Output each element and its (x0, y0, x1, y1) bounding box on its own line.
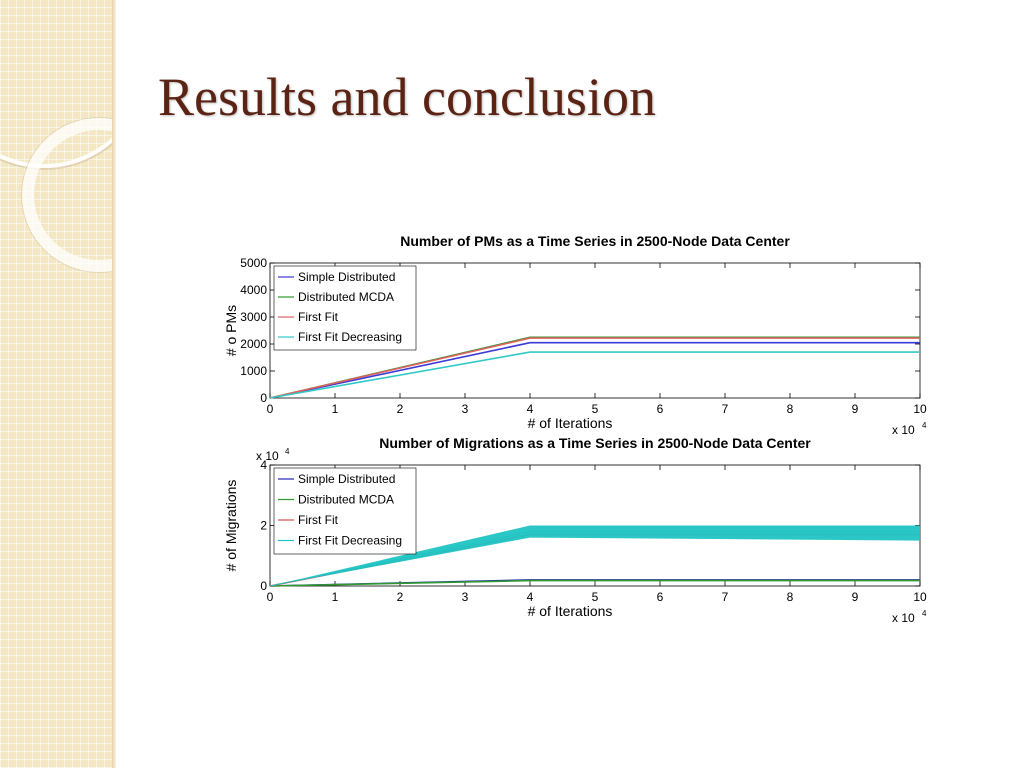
chart-title: Number of Migrations as a Time Series in… (379, 435, 811, 451)
y-axis-multiplier-exponent: 4 (285, 447, 290, 456)
series-line-4 (269, 531, 920, 587)
x-tick-label: 9 (852, 590, 859, 604)
x-tick-label: 3 (462, 402, 469, 416)
x-tick-label: 5 (592, 402, 599, 416)
legend-box (273, 467, 417, 555)
x-axis-label: # of Iterations (528, 415, 613, 431)
x-axis-multiplier-exponent: 4 (922, 609, 927, 618)
chart-title: Number of PMs as a Time Series in 2500-N… (400, 233, 790, 249)
series-line-4 (269, 351, 920, 399)
y-tick-label: 4000 (240, 283, 267, 297)
x-axis-multiplier: x 10 (892, 423, 915, 437)
chart-1: Number of PMs as a Time Series in 2500-N… (223, 233, 927, 437)
y-axis-multiplier: x 10 (256, 449, 279, 463)
x-tick-label: 1 (332, 402, 339, 416)
y-tick-label: 5000 (240, 256, 267, 270)
x-tick-label: 0 (267, 590, 274, 604)
x-tick-label: 8 (787, 590, 794, 604)
x-tick-label: 9 (852, 402, 859, 416)
legend-entry: Simple Distributed (298, 472, 395, 486)
legend-entry: First Fit (298, 310, 339, 324)
y-axis-label: # of Migrations (223, 480, 239, 572)
x-tick-label: 10 (913, 402, 927, 416)
sidebar-decoration (0, 0, 112, 768)
legend-entry: First Fit Decreasing (298, 534, 402, 548)
sidebar-edge (112, 0, 116, 768)
x-tick-label: 2 (397, 590, 404, 604)
x-tick-label: 4 (527, 590, 534, 604)
y-tick-label: 0 (260, 579, 267, 593)
legend-entry: Distributed MCDA (298, 493, 394, 507)
y-tick-label: 3000 (240, 310, 267, 324)
x-tick-label: 5 (592, 590, 599, 604)
chart-figure: Number of PMs as a Time Series in 2500-N… (220, 225, 950, 635)
series-line-1 (269, 341, 920, 399)
x-axis-multiplier: x 10 (892, 611, 915, 625)
legend-entry: First Fit (298, 513, 339, 527)
legend-entry: Distributed MCDA (298, 290, 394, 304)
y-axis-label: # o PMs (223, 305, 239, 356)
y-tick-label: 4 (260, 458, 267, 472)
y-tick-label: 2 (260, 519, 267, 533)
x-tick-label: 6 (657, 590, 664, 604)
series-line-2 (269, 579, 920, 587)
y-tick-label: 1000 (240, 364, 267, 378)
x-tick-label: 6 (657, 402, 664, 416)
charts-svg: Number of PMs as a Time Series in 2500-N… (223, 233, 927, 625)
x-tick-label: 4 (527, 402, 534, 416)
x-axis-label: # of Iterations (528, 603, 613, 619)
x-tick-label: 8 (787, 402, 794, 416)
legend-entry: First Fit Decreasing (298, 330, 402, 344)
x-tick-label: 2 (397, 402, 404, 416)
chart-2: Number of Migrations as a Time Series in… (223, 435, 927, 625)
x-tick-label: 7 (722, 590, 729, 604)
x-tick-label: 1 (332, 590, 339, 604)
legend-box (273, 265, 417, 351)
legend-entry: Simple Distributed (298, 270, 395, 284)
slide-title: Results and conclusion (158, 67, 656, 127)
y-tick-label: 0 (260, 391, 267, 405)
x-tick-label: 3 (462, 590, 469, 604)
x-tick-label: 10 (913, 590, 927, 604)
x-tick-label: 7 (722, 402, 729, 416)
series-line-3 (269, 337, 920, 399)
y-tick-label: 2000 (240, 337, 267, 351)
x-axis-multiplier-exponent: 4 (922, 421, 927, 430)
x-tick-label: 0 (267, 402, 274, 416)
